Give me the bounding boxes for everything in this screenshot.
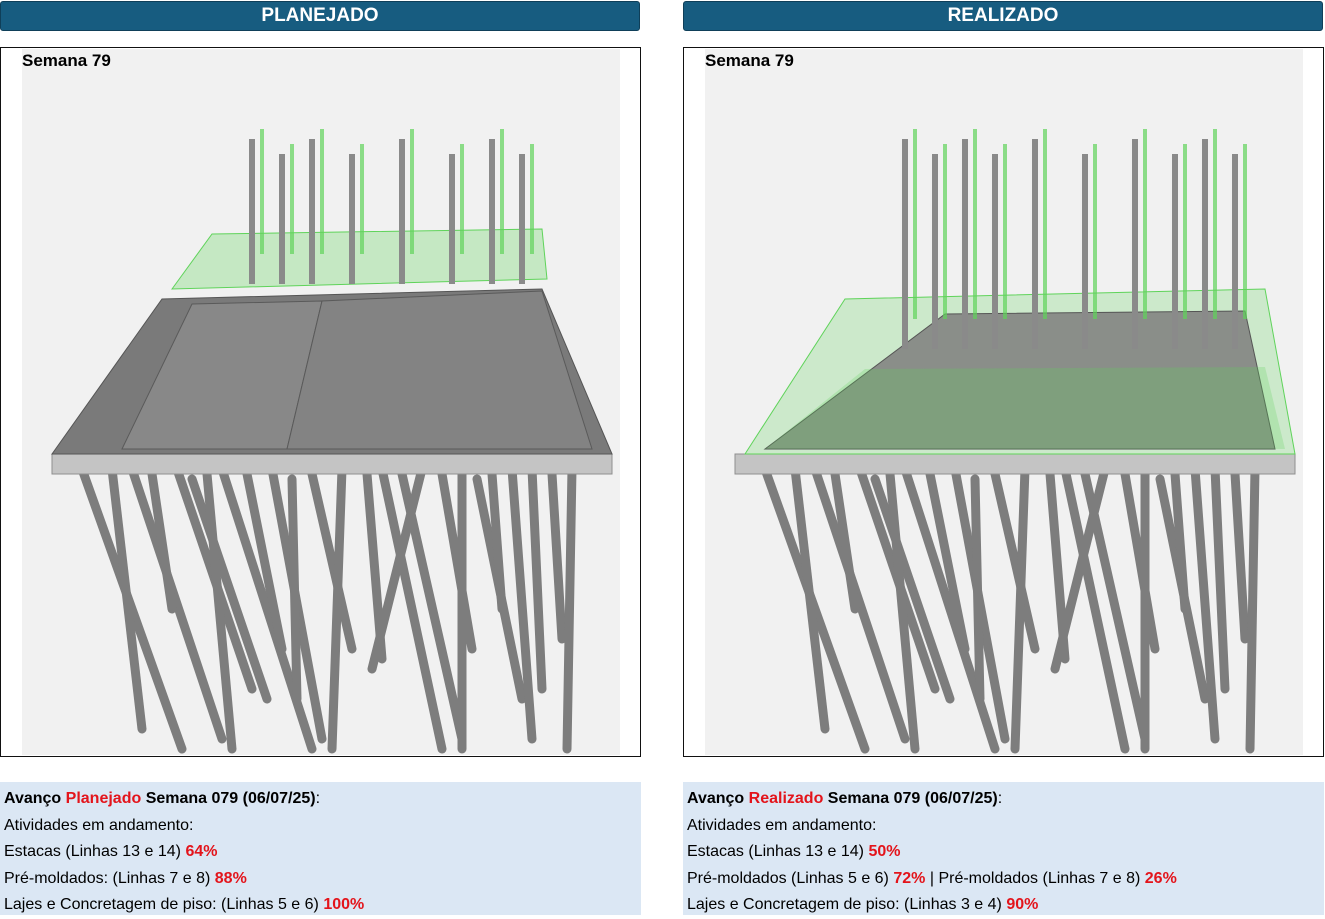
actual-week-label: Semana 79 [705,51,794,70]
actual-model-view: Semana 79 [705,49,1303,755]
pile [107,464,147,734]
pile [547,469,567,644]
pile [990,469,1040,654]
planned-estacas-line: Estacas (Linhas 13 e 14) 64% [4,843,218,860]
actual-header-label: REALIZADO [947,5,1059,26]
pile [127,464,227,744]
pile [1050,464,1110,674]
pile [307,469,357,654]
pile [202,469,237,754]
deck-edge [51,453,613,475]
pile [1210,464,1230,694]
pile [1120,469,1160,654]
pile [562,464,577,754]
planned-week-label: Semana 79 [22,51,111,70]
planned-header: PLANEJADO [0,1,640,31]
actual-premoldados-a-pct: 72% [893,869,926,887]
planned-premoldados-line: Pré-moldados: (Linhas 7 e 8) 88% [4,869,247,887]
pile [885,469,920,754]
actual-premoldados-b-pct: 26% [1144,869,1177,887]
actual-estacas-pct: 50% [868,843,901,860]
pile [367,464,427,674]
actual-green-overlay [765,367,1285,449]
planned-premoldados-pct: 88% [214,869,247,887]
deck-edge [734,453,1296,475]
pile [527,464,547,694]
pile [487,469,507,614]
pile [242,469,287,654]
pile [810,464,910,744]
planned-lajes-line: Lajes e Concretagem de piso: (Linhas 5 e… [4,896,365,913]
pile [1060,464,1130,754]
actual-lajes-pct: 90% [1006,896,1039,913]
planned-header-label: PLANEJADO [261,5,379,26]
actual-info-panel: Avanço Realizado Semana 079 (06/07/25): … [683,782,1324,915]
pile [970,474,985,704]
pile [507,464,537,744]
planned-model-render [51,129,613,754]
pile [187,474,272,704]
planned-info-panel: Avanço Planejado Semana 079 (06/07/25): … [0,782,641,915]
pile [870,474,955,704]
pile [1170,469,1190,614]
pile [830,469,860,614]
actual-info-subtitle: Atividades em andamento: [687,816,877,834]
pile [1245,464,1260,754]
pile [925,469,970,654]
slab-panel [286,290,593,450]
pile [437,469,477,654]
pile [790,464,830,734]
pile [327,464,347,754]
actual-model-render [734,129,1296,754]
actual-model-frame: Semana 79 [683,47,1324,757]
pile [377,464,447,754]
actual-header: REALIZADO [683,1,1323,31]
pile [147,469,177,614]
planned-lajes-pct: 100% [323,896,365,913]
pile [1010,464,1030,754]
actual-estacas-line: Estacas (Linhas 13 e 14) 50% [687,843,901,860]
actual-lajes-line: Lajes e Concretagem de piso: (Linhas 3 e… [687,896,1039,913]
planned-model-view: Semana 79 [22,49,620,755]
planned-model-frame: Semana 79 [0,47,641,757]
pile [1230,469,1250,644]
pile [287,474,302,704]
actual-premoldados-line: Pré-moldados (Linhas 5 e 6) 72% | Pré-mo… [687,869,1177,887]
planned-estacas-pct: 64% [185,843,218,860]
pile [1190,464,1220,744]
planned-info-title: Avanço Planejado Semana 079 (06/07/25): [4,790,321,807]
actual-info-title: Avanço Realizado Semana 079 (06/07/25): [687,790,1003,807]
planned-info-subtitle: Atividades em andamento: [4,816,194,834]
